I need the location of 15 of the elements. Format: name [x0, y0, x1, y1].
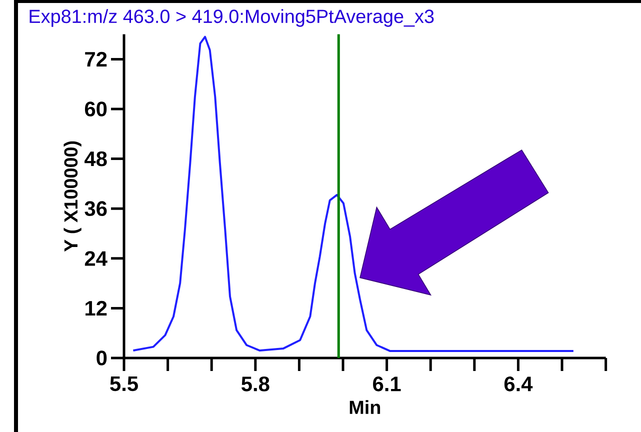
x-tick-label: 5.5	[110, 376, 138, 392]
y-tick-label: 36	[84, 201, 107, 216]
y-tick-label: 72	[85, 52, 107, 67]
x-axis-title: Min	[350, 400, 380, 414]
chart-title: Exp81:m/z 463.0 > 419.0:Moving5PtAverage_x3	[30, 9, 434, 27]
y-tick-label: 60	[84, 102, 107, 116]
y-tick-label: 48	[84, 151, 107, 166]
y-tick-label: 24	[84, 251, 108, 266]
x-tick-label: 6.4	[504, 376, 533, 392]
y-tick-label: 12	[86, 300, 107, 316]
x-tick-label: 5.8	[242, 376, 270, 392]
y-axis-title: Y ( X100000)	[64, 141, 82, 252]
line-series	[132, 36, 574, 352]
x-tick-label: 6.1	[373, 376, 401, 392]
y-tick-label: 0	[96, 350, 107, 366]
